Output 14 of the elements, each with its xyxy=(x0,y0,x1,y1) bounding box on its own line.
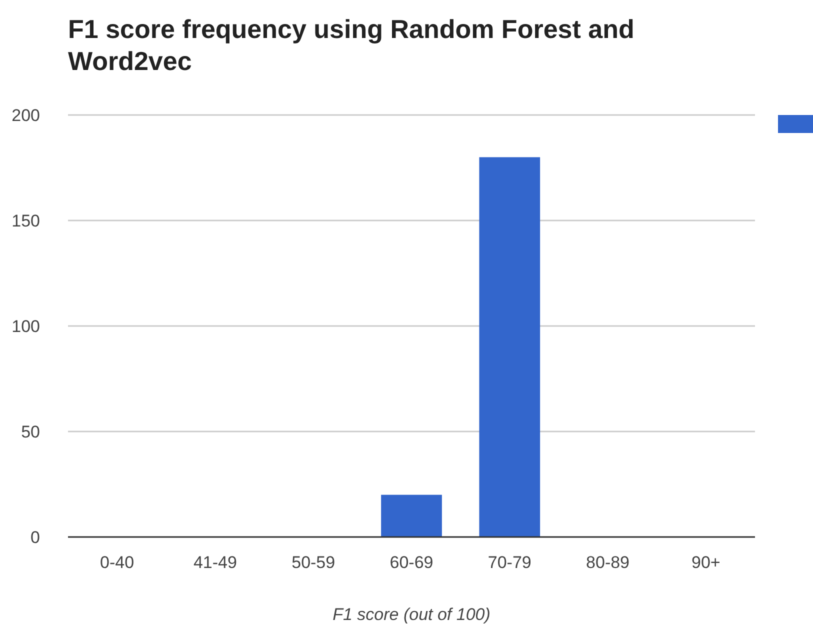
y-tick-label: 150 xyxy=(12,211,40,230)
x-tick-label: 60-69 xyxy=(390,553,434,572)
y-tick-label: 50 xyxy=(21,422,40,442)
x-tick-label: 70-79 xyxy=(488,553,532,572)
x-tick-label: 41-49 xyxy=(193,553,237,572)
x-tick-label: 0-40 xyxy=(100,553,134,572)
chart-title: F1 score frequency using Random Forest and Word2vec xyxy=(68,14,634,76)
y-tick-label: 100 xyxy=(12,316,40,336)
x-axis-title: F1 score (out of 100) xyxy=(332,605,490,624)
x-tick-label: 50-59 xyxy=(292,553,336,572)
y-tick-label: 200 xyxy=(12,106,40,125)
y-tick-label: 0 xyxy=(30,528,40,547)
x-tick-label: 80-89 xyxy=(586,553,630,572)
x-tick-label: 90+ xyxy=(692,553,720,572)
